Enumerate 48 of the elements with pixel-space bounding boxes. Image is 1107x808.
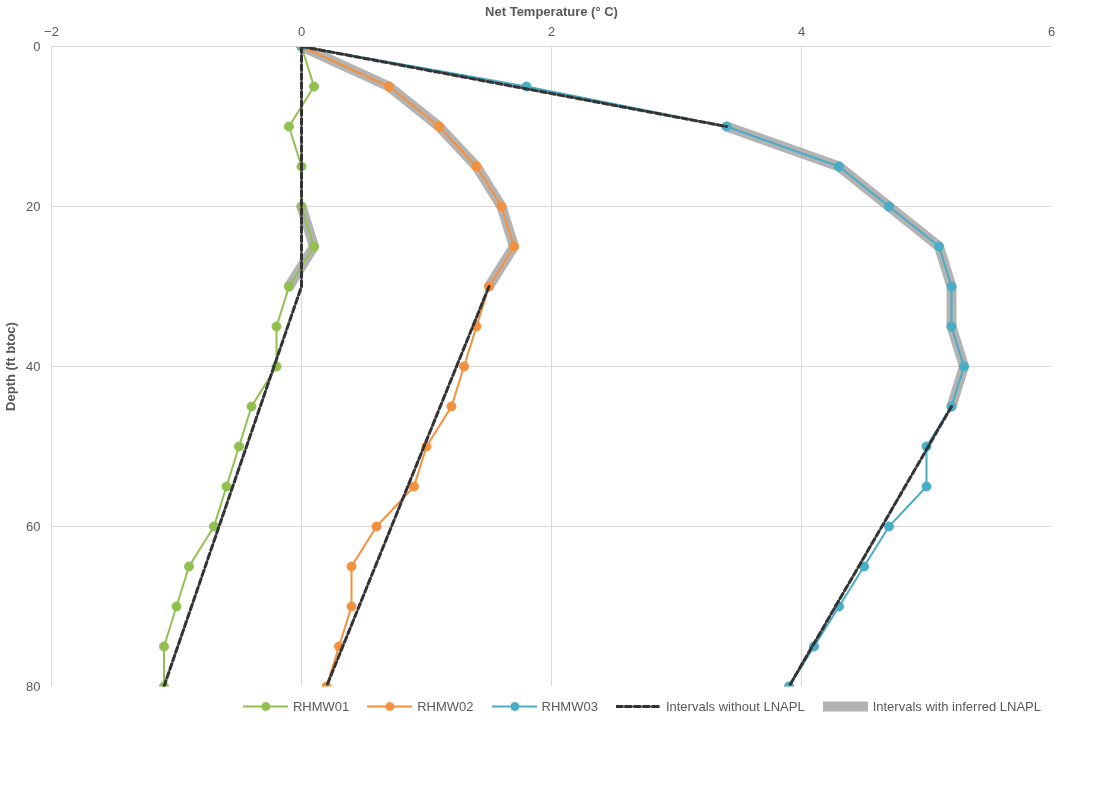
point — [509, 241, 519, 252]
legend-label: RHMW03 — [541, 698, 598, 714]
point — [246, 401, 257, 412]
point — [946, 281, 957, 292]
point — [309, 241, 319, 252]
legend-label: Intervals with inferred LNAPL — [872, 698, 1041, 714]
legend-label: RHMW02 — [417, 698, 474, 714]
point — [409, 481, 419, 492]
point — [434, 121, 444, 132]
point — [346, 561, 357, 572]
x-tick-label: −2 — [44, 23, 59, 39]
point — [184, 561, 194, 572]
point — [496, 201, 507, 212]
point — [284, 281, 294, 292]
point — [859, 561, 869, 572]
legend-label: RHMW01 — [292, 698, 350, 714]
point — [171, 601, 182, 612]
point — [834, 161, 844, 172]
point — [946, 321, 957, 332]
point — [159, 641, 169, 652]
x-tick-label: 0 — [297, 23, 306, 39]
point — [884, 521, 894, 532]
y-axis-title: Depth (ft btoc) — [3, 322, 19, 411]
point — [309, 81, 319, 92]
point — [234, 441, 244, 452]
x-tick-label: 2 — [547, 23, 556, 39]
point — [346, 601, 357, 612]
point — [471, 161, 482, 172]
point — [384, 81, 394, 92]
legend-label: Intervals without LNAPL — [665, 698, 805, 714]
point — [921, 481, 932, 492]
point — [884, 201, 894, 212]
point — [446, 401, 457, 412]
y-tick-label: 60 — [26, 519, 41, 534]
point — [371, 521, 382, 532]
x-tick-label: 6 — [1047, 23, 1056, 39]
point — [271, 321, 282, 332]
point — [221, 481, 232, 492]
y-tick-label: 40 — [26, 359, 41, 374]
point — [284, 121, 294, 132]
point — [934, 241, 944, 252]
x-tick-label: 4 — [797, 23, 806, 39]
x-axis-title: Net Temperature (° C) — [485, 3, 618, 19]
y-tick-label: 20 — [26, 199, 41, 214]
y-tick-label: 80 — [26, 679, 41, 694]
point — [459, 361, 469, 372]
y-tick-label: 0 — [33, 39, 41, 54]
point — [959, 361, 969, 372]
